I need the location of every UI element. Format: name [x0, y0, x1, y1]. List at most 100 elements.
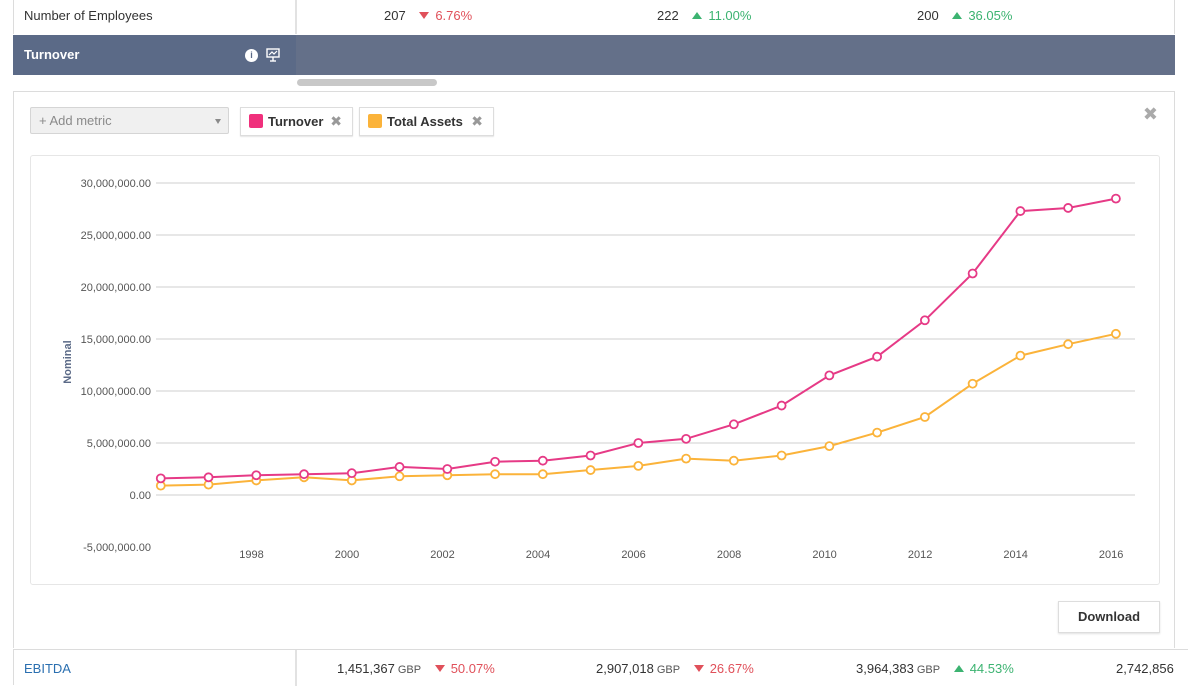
value: 2,742,856 [1116, 661, 1174, 676]
turnover-label-cell[interactable]: Turnover i [13, 35, 296, 75]
x-tick-label: 1998 [239, 549, 263, 561]
data-point [681, 433, 691, 444]
data-point [585, 450, 596, 461]
value-cell: 222 11.00% [657, 0, 751, 32]
chart-icon[interactable] [266, 48, 280, 62]
ebitda-row: EBITDA 1,451,367 GBP 50.07% 2,907,018 GBP … [13, 649, 1188, 686]
data-point [537, 469, 548, 480]
change-value: 44.53% [969, 661, 1014, 676]
unit: GBP [916, 664, 941, 676]
value-cell: 2,907,018 GBP 26.67% [596, 650, 754, 686]
close-panel-icon[interactable]: ✖ [1142, 104, 1158, 124]
y-tick-label: 5,000,000.00 [87, 438, 151, 450]
x-tick-label: 2016 [1099, 549, 1123, 561]
row-label-link[interactable]: EBITDA [14, 650, 297, 686]
add-metric-select[interactable]: + Add metric [30, 107, 229, 134]
download-button[interactable]: Download [1058, 601, 1160, 633]
data-point [394, 471, 405, 482]
change-value: 6.76% [435, 8, 473, 23]
value: 3,964,383 [856, 661, 914, 676]
remove-tag-icon[interactable]: ✖ [471, 113, 483, 129]
x-tick-label: 2014 [1003, 549, 1027, 561]
change-value: 50.07% [450, 661, 495, 676]
change-down: 26.67% [693, 661, 754, 676]
data-point [394, 462, 405, 472]
data-point [203, 472, 214, 483]
value-cell: 2,742,856 [1116, 650, 1174, 686]
data-point [1063, 339, 1074, 350]
data-point [299, 469, 309, 480]
x-tick-label: 2006 [621, 549, 645, 561]
data-point [346, 468, 357, 479]
row-label: Number of Employees [14, 0, 297, 34]
data-point [872, 351, 883, 362]
change-down: 6.76% [419, 8, 472, 23]
y-axis-label: Nominal [62, 340, 74, 383]
x-tick-label: 2002 [430, 549, 454, 561]
scrollbar-thumb[interactable] [297, 79, 437, 86]
y-tick-label: 25,000,000.00 [81, 230, 151, 242]
change-value: 26.67% [709, 661, 754, 676]
down-arrow-icon [693, 665, 704, 672]
value-cell: 207 6.76% [384, 0, 472, 32]
data-point [776, 450, 787, 461]
data-point [824, 370, 835, 381]
value-cell: 1,451,367 GBP 50.07% [337, 650, 495, 686]
data-point [967, 378, 978, 389]
data-point [919, 412, 930, 422]
tag-label: Total Assets [387, 114, 463, 129]
change-down: 50.07% [434, 661, 495, 676]
data-point [155, 473, 166, 484]
data-point [251, 470, 262, 481]
data-point [490, 456, 500, 467]
chart-panel: + Add metric Turnover ✖ Total Assets ✖ ✖… [13, 91, 1175, 648]
change-up: 11.00% [692, 8, 751, 23]
data-point [633, 438, 644, 448]
data-point [1015, 206, 1026, 216]
change-value: 11.00% [708, 8, 752, 23]
line-chart: 30,000,000.00 25,000,000.00 20,000,000.00 1… [30, 155, 1160, 585]
data-point [537, 455, 548, 466]
x-tick-label: 2004 [526, 549, 550, 561]
data-point [633, 460, 644, 471]
unit: GBP [397, 664, 422, 676]
value: 2,907,018 [596, 661, 654, 676]
value: 200 [917, 8, 939, 23]
up-arrow-icon [952, 12, 963, 19]
data-point [728, 455, 739, 466]
value-cell: 3,964,383 GBP 44.53% [856, 650, 1014, 686]
x-tick-label: 2010 [812, 549, 836, 561]
data-point [967, 268, 978, 279]
data-point [1110, 193, 1121, 204]
tag-label: Turnover [268, 114, 324, 129]
data-point [490, 469, 500, 480]
data-point [442, 464, 453, 474]
data-point [681, 453, 691, 464]
data-point [776, 400, 787, 411]
data-point [824, 441, 835, 452]
x-tick-label: 2012 [908, 549, 932, 561]
x-tick-label: 2008 [717, 549, 741, 561]
remove-tag-icon[interactable]: ✖ [330, 113, 342, 129]
up-arrow-icon [692, 12, 703, 19]
down-arrow-icon [434, 665, 445, 672]
y-tick-label: -5,000,000.00 [83, 542, 151, 554]
dropdown-caret-icon [215, 119, 221, 124]
data-point [728, 419, 739, 430]
change-up: 44.53% [953, 661, 1014, 676]
chart-svg: 30,000,000.00 25,000,000.00 20,000,000.00 1… [62, 178, 1135, 561]
x-tick-label: 2000 [335, 549, 359, 561]
y-tick-label: 30,000,000.00 [81, 178, 151, 190]
change-up: 36.05% [952, 8, 1012, 23]
change-value: 36.05% [968, 8, 1013, 23]
horizontal-scrollbar[interactable] [297, 78, 1175, 88]
data-point [585, 465, 596, 475]
y-tick-label: 15,000,000.00 [81, 334, 151, 346]
data-point [1015, 350, 1026, 361]
add-metric-placeholder: + Add metric [39, 113, 112, 128]
y-tick-label: 10,000,000.00 [81, 386, 151, 398]
info-icon[interactable]: i [245, 49, 258, 62]
turnover-row[interactable]: Turnover i [13, 35, 1175, 75]
value-cell: 200 36.05% [917, 0, 1012, 32]
value: 207 [384, 8, 406, 23]
